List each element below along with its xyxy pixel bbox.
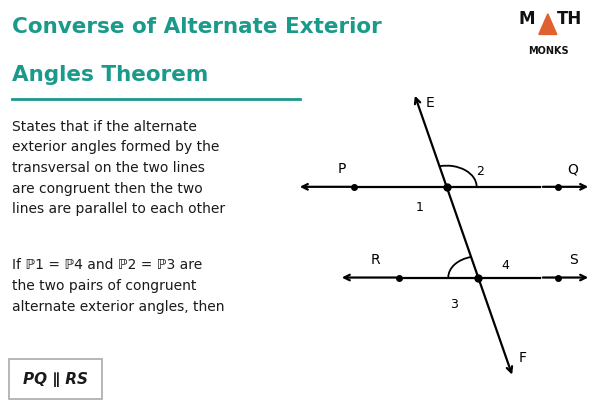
FancyBboxPatch shape [9, 359, 102, 399]
Text: R: R [370, 253, 380, 267]
Text: States that if the alternate
exterior angles formed by the
transversal on the tw: States that if the alternate exterior an… [12, 120, 225, 216]
Text: 4: 4 [502, 259, 509, 272]
Text: PQ ∥ RS: PQ ∥ RS [23, 372, 88, 386]
Text: Q: Q [568, 162, 578, 176]
Text: 2: 2 [476, 165, 484, 178]
Text: M: M [519, 10, 536, 29]
Text: MONKS: MONKS [529, 46, 569, 56]
Text: Angles Theorem: Angles Theorem [12, 65, 208, 85]
Polygon shape [539, 14, 557, 34]
Text: 3: 3 [451, 298, 458, 311]
Text: TH: TH [557, 10, 582, 29]
Text: S: S [569, 253, 577, 267]
Text: E: E [426, 96, 435, 110]
Text: P: P [338, 162, 346, 176]
Text: 1: 1 [416, 202, 424, 215]
Text: F: F [519, 351, 527, 365]
Text: Converse of Alternate Exterior: Converse of Alternate Exterior [12, 17, 382, 37]
Text: If ℙ1 = ℙ4 and ℙ2 = ℙ3 are
the two pairs of congruent
alternate exterior angles,: If ℙ1 = ℙ4 and ℙ2 = ℙ3 are the two pairs… [12, 258, 224, 313]
